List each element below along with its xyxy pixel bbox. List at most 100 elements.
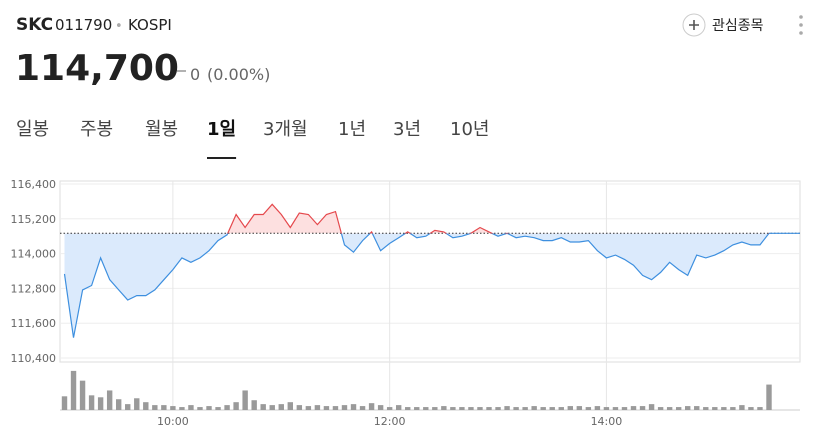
volume-bar — [188, 405, 194, 410]
volume-bar — [386, 407, 393, 410]
volume-bar — [477, 407, 483, 410]
change-rate: (0.00%) — [207, 65, 270, 84]
volume-bar — [395, 405, 402, 410]
volume-bar — [558, 407, 564, 410]
volume-bar — [576, 406, 583, 410]
volume-bar — [115, 399, 122, 410]
dot — [799, 15, 803, 19]
volume-bar — [621, 407, 628, 410]
stock-code: 011790 — [55, 16, 112, 34]
plus — [689, 20, 699, 30]
volume-bar — [730, 407, 736, 410]
volume-bar — [341, 405, 348, 410]
x-tick-label: 10:00 — [157, 415, 189, 428]
volume-bar — [531, 406, 537, 410]
volume-bar — [332, 406, 339, 410]
price-line — [63, 203, 770, 338]
y-tick-label: 116,400 — [11, 178, 57, 191]
volume-bar — [423, 407, 429, 410]
volume-bar — [594, 406, 601, 410]
volume-bar — [323, 406, 330, 410]
volume-bar — [567, 406, 573, 410]
tab[interactable]: 일봉 — [16, 119, 49, 140]
volume-bar — [540, 407, 546, 410]
y-tick-label: 111,600 — [11, 317, 57, 330]
tab[interactable]: 10년 — [450, 119, 489, 140]
volume-bar — [441, 406, 447, 410]
volume-bar — [739, 405, 745, 410]
y-tick-label: 110,400 — [11, 352, 57, 365]
market: KOSPI — [128, 16, 172, 34]
tab[interactable]: 1일 — [207, 119, 236, 140]
volume-bar — [251, 400, 257, 410]
volume-bar — [296, 405, 303, 410]
tab[interactable]: 3년 — [393, 119, 421, 140]
volume-bar — [287, 402, 294, 410]
x-tick-label: 12:00 — [374, 415, 406, 428]
volume-bar — [88, 395, 95, 410]
volume-bar — [405, 407, 411, 410]
volume-bar — [612, 407, 619, 410]
volume-bar — [450, 407, 456, 410]
volume-bar — [766, 384, 772, 410]
volume-bar — [106, 390, 113, 410]
volume-bar — [197, 407, 203, 410]
volume-bar — [757, 407, 763, 410]
volume-bar — [170, 406, 176, 410]
watch-button[interactable]: 관심종목 — [682, 13, 764, 37]
volume-bar — [603, 407, 610, 410]
y-tick-label: 114,000 — [11, 248, 57, 261]
volume-bar — [97, 397, 104, 410]
volume-bar — [648, 404, 655, 410]
volume-bar — [694, 406, 700, 410]
volume-bar — [143, 402, 149, 410]
volume-bar — [368, 403, 375, 410]
x-tick-label: 14:00 — [591, 415, 623, 428]
volume-bar — [70, 370, 77, 410]
tab[interactable]: 주봉 — [80, 119, 113, 140]
volume-bar — [179, 407, 185, 410]
volume-bar — [685, 406, 691, 410]
y-tick-label: 115,200 — [11, 213, 57, 226]
volume-bar — [152, 405, 158, 410]
volume-bar — [359, 406, 366, 410]
volume-bar — [432, 407, 438, 410]
volume-bar — [278, 404, 284, 410]
tab[interactable]: 3개월 — [263, 119, 308, 140]
volume-bar — [260, 404, 266, 410]
volume-bar — [350, 404, 357, 410]
volume-bar — [486, 407, 492, 410]
volume-bar — [504, 406, 510, 410]
volume-bar — [639, 406, 646, 410]
volume-bar — [585, 407, 592, 410]
change: 0 — [190, 65, 200, 84]
volume-bar — [61, 396, 68, 410]
volume-bar — [748, 407, 754, 410]
y-tick-label: 112,800 — [11, 282, 57, 295]
volume-bar — [495, 407, 501, 410]
tab[interactable]: 월봉 — [145, 119, 178, 140]
volume-bar — [314, 405, 321, 410]
volume-bar — [305, 406, 312, 410]
area-fill — [64, 204, 800, 338]
volume-bar — [134, 398, 140, 410]
volume-bar — [125, 404, 131, 410]
volume-bar — [161, 405, 167, 410]
volume-bar — [215, 407, 221, 410]
volume-bar — [459, 407, 465, 410]
period-tabs: 일봉 주봉 월봉 1일 3개월 1년 3년 10년 — [16, 119, 489, 159]
volume-bar — [414, 407, 420, 410]
volume-bar — [224, 405, 230, 410]
volume-bar — [657, 407, 664, 410]
volume-bar — [675, 407, 682, 410]
volume-bar — [703, 407, 709, 410]
volume-bar — [468, 407, 474, 410]
tab[interactable]: 1년 — [338, 119, 366, 140]
volume-bar — [233, 402, 239, 410]
volume-bar — [666, 407, 673, 410]
more-menu[interactable] — [799, 15, 803, 35]
plot-frame — [59, 180, 801, 363]
volume-bar — [269, 405, 275, 410]
